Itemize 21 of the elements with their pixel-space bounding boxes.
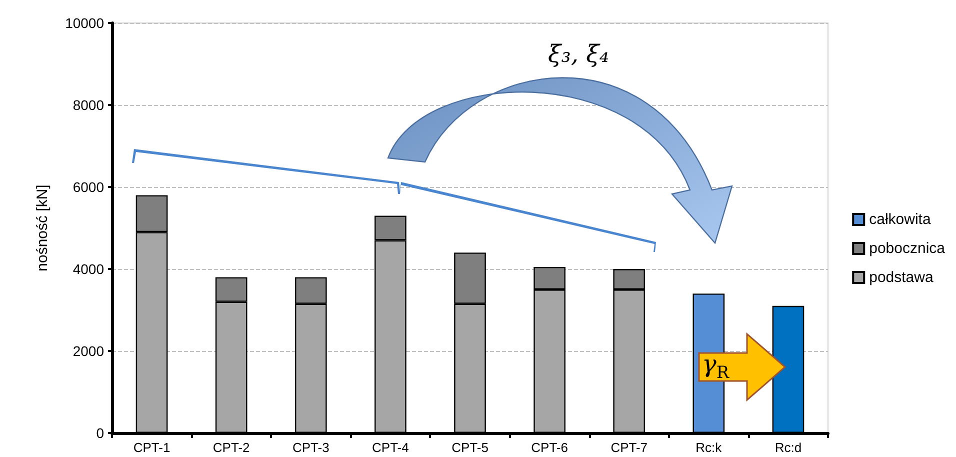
y-tick-label: 6000: [72, 179, 104, 195]
x-tick-label: CPT-6: [531, 440, 568, 455]
legend-label: pobocznica: [869, 240, 946, 257]
x-tick-label: CPT-3: [292, 440, 330, 455]
y-tick-label: 8000: [72, 97, 104, 113]
x-tick-label: CPT-5: [452, 440, 488, 455]
y-tick-label: 10000: [65, 15, 104, 31]
y-tick-label: 2000: [72, 343, 104, 359]
x-tick-label: CPT-2: [212, 440, 250, 455]
legend-label: podstawa: [869, 269, 934, 286]
y-tick-label: 0: [96, 425, 104, 441]
x-tick-label: Rc:d: [774, 440, 802, 455]
annotation: γ$_{R}$: [702, 350, 729, 382]
legend-label: całkowita: [869, 211, 932, 228]
x-tick-label: Rc:k: [696, 440, 722, 455]
y-axis-title: nośność [kN]: [34, 184, 51, 272]
x-tick-label: CPT-1: [133, 440, 170, 455]
y-tick-label: 4000: [72, 261, 104, 277]
annotation: ξ₃, ξ₄: [548, 40, 609, 68]
x-tick-label: CPT-4: [372, 440, 409, 455]
x-tick-label: CPT-7: [610, 440, 648, 455]
